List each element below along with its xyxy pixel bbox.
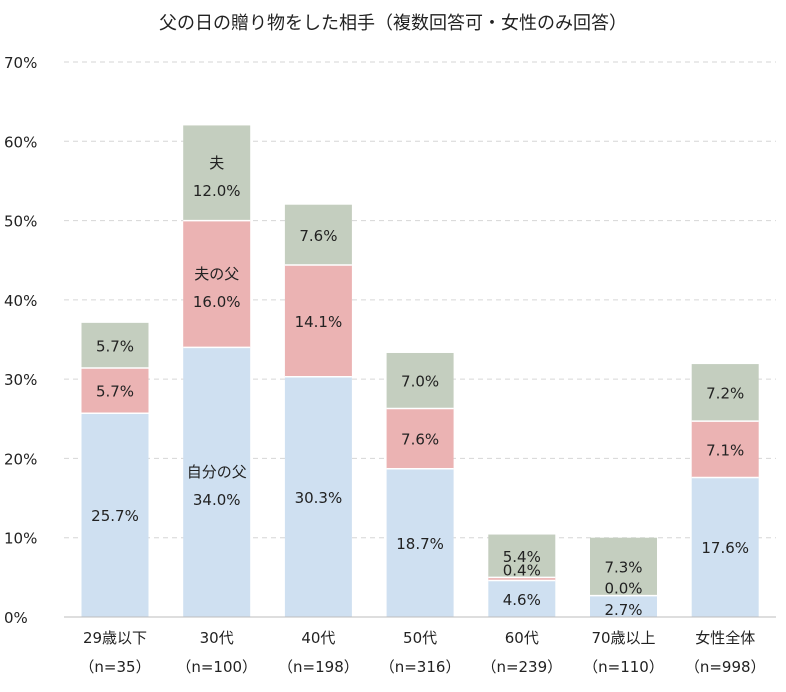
y-tick-label: 10% xyxy=(4,530,37,548)
data-label: 12.0% xyxy=(193,182,241,200)
x-category-label: 70歳以上 xyxy=(591,629,655,647)
bar-segment xyxy=(284,376,352,617)
data-label: 18.7% xyxy=(396,535,444,553)
x-category-label: 30代 xyxy=(200,629,234,647)
x-category-count-label: （n=110） xyxy=(583,658,664,676)
y-tick-label: 50% xyxy=(4,213,37,231)
data-label: 16.0% xyxy=(193,293,241,311)
y-tick-label: 0% xyxy=(4,609,28,627)
bar-segment xyxy=(183,220,251,348)
bars xyxy=(81,125,759,617)
data-label: 7.2% xyxy=(706,385,744,403)
data-label: 0.0% xyxy=(604,580,642,598)
bar-segment xyxy=(81,413,149,617)
bar-segment xyxy=(590,595,657,617)
bar-segment xyxy=(284,264,352,377)
bar-segment xyxy=(488,580,556,617)
bar-segment xyxy=(386,352,454,409)
data-label: 7.0% xyxy=(401,373,439,391)
x-category-label: 29歳以下 xyxy=(83,629,147,647)
x-category-label: 60代 xyxy=(505,629,539,647)
x-category-count-label: （n=100） xyxy=(176,658,257,676)
data-label: 14.1% xyxy=(295,313,343,331)
data-label: 30.3% xyxy=(295,489,343,507)
bar-segment xyxy=(488,577,556,581)
data-label: 7.6% xyxy=(299,227,337,245)
bar-segment xyxy=(691,421,759,478)
data-label: 7.3% xyxy=(604,559,642,577)
series-name-label: 自分の父 xyxy=(187,463,247,481)
bar-segment xyxy=(386,468,454,617)
bar-segment xyxy=(81,368,149,414)
y-tick-label: 30% xyxy=(4,371,37,389)
bar-segment xyxy=(81,322,149,369)
data-label: 25.7% xyxy=(91,507,139,525)
data-label: 5.7% xyxy=(96,383,134,401)
x-category-label: 50代 xyxy=(403,629,437,647)
y-tick-label: 20% xyxy=(4,450,37,468)
data-label: 7.6% xyxy=(401,431,439,449)
data-label: 4.6% xyxy=(503,591,541,609)
data-label: 34.0% xyxy=(193,491,241,509)
chart-title: 父の日の贈り物をした相手（複数回答可・女性のみ回答） xyxy=(159,13,627,34)
x-category-count-label: （n=239） xyxy=(481,658,562,676)
bar-segment xyxy=(691,364,759,422)
series-name-label: 夫の父 xyxy=(194,265,239,283)
x-category-label: 40代 xyxy=(301,629,335,647)
y-tick-label: 70% xyxy=(4,54,37,72)
axes: 0% 10% 20% 30% 40% 50% 60% 70% 29歳以下 （n=35） 30代 （n=… xyxy=(4,54,776,676)
bar-segment xyxy=(284,204,352,265)
data-label: 7.1% xyxy=(706,441,744,459)
data-label: 2.7% xyxy=(604,601,642,619)
bar-segment xyxy=(590,537,657,596)
x-category-label: 女性全体 xyxy=(695,629,755,647)
bar-segment xyxy=(691,477,759,617)
data-label: 0.4% xyxy=(503,561,541,579)
y-tick-label: 60% xyxy=(4,133,37,151)
x-category-count-label: （n=198） xyxy=(278,658,359,676)
x-category-count-label: （n=998） xyxy=(685,658,766,676)
data-label: 17.6% xyxy=(701,539,749,557)
series-name-label: 夫 xyxy=(209,154,224,172)
bar-segment xyxy=(183,125,251,221)
data-label: 5.4% xyxy=(503,548,541,566)
y-tick-label: 40% xyxy=(4,292,37,310)
data-label: 5.7% xyxy=(96,337,134,355)
bar-segment xyxy=(488,534,556,578)
bar-segment xyxy=(183,347,251,617)
data-labels: 25.7% 5.7% 5.7% 自分の父 34.0% 夫の父 16.0% 夫 12.0% 30.3… xyxy=(91,154,749,619)
x-category-count-label: （n=316） xyxy=(380,658,461,676)
x-category-count-label: （n=35） xyxy=(79,658,150,676)
bar-segment xyxy=(386,408,454,469)
